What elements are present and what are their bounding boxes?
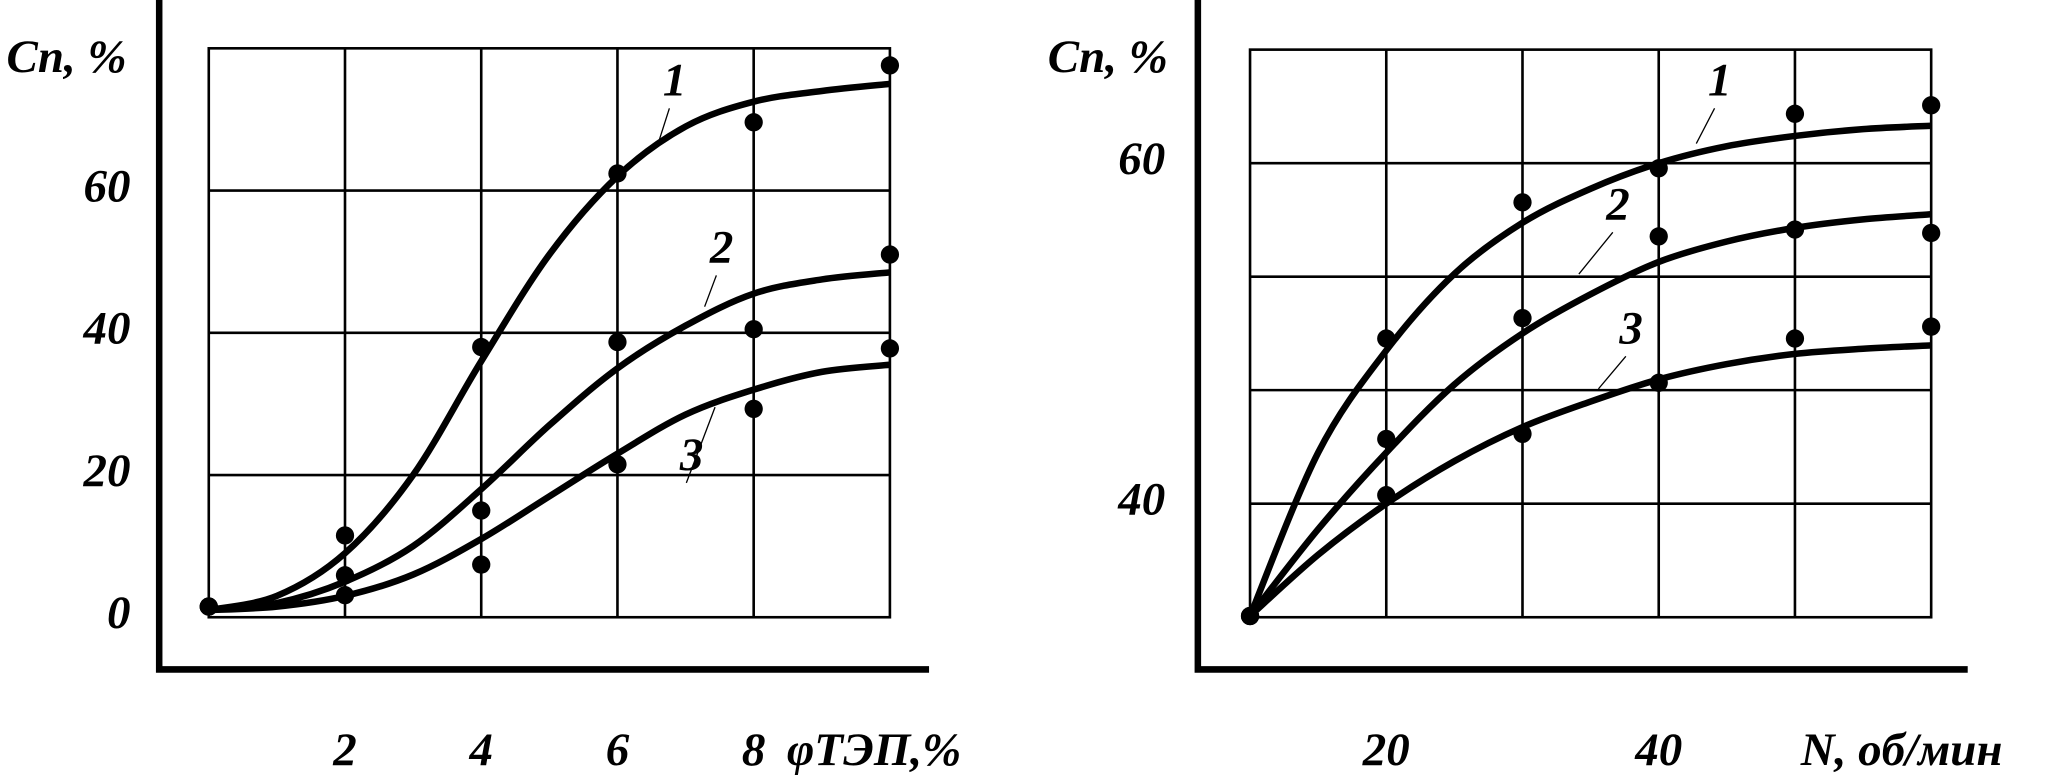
label-leader — [1695, 108, 1716, 144]
x-tick-label: 20 — [1362, 724, 1410, 776]
label-leader — [704, 275, 717, 307]
axis-frame — [155, 0, 930, 673]
fit-curve — [208, 269, 891, 614]
data-point — [1649, 227, 1668, 246]
data-point — [880, 339, 900, 358]
series-label: 2 — [1605, 179, 1629, 231]
x-axis-label: φТЭП,% — [787, 724, 961, 776]
data-point — [744, 113, 763, 132]
data-point — [472, 337, 491, 357]
label-leader — [685, 406, 716, 484]
fit-curve — [1247, 122, 1932, 618]
series-label: 1 — [1708, 55, 1731, 107]
y-axis-label: Cп, % — [7, 31, 127, 83]
data-point — [880, 245, 900, 264]
x-tick-label: 2 — [332, 724, 356, 776]
data-point — [199, 597, 218, 616]
data-point — [744, 320, 763, 339]
y-tick-label: 60 — [84, 160, 131, 212]
x-axis-label: N, об/мин — [1800, 724, 2003, 776]
series-label: 1 — [663, 55, 686, 107]
data-point — [1649, 373, 1668, 392]
fit-curve — [208, 361, 891, 614]
data-point — [1649, 159, 1668, 178]
x-tick-label: 4 — [468, 724, 492, 776]
data-point — [1922, 317, 1941, 336]
fit-curve — [1247, 342, 1932, 619]
data-point — [608, 455, 627, 474]
data-point — [1377, 429, 1396, 449]
series-label: 2 — [709, 222, 733, 274]
y-tick-label: 0 — [107, 587, 130, 639]
label-leader — [658, 108, 671, 142]
data-point — [335, 566, 355, 585]
y-tick-label: 20 — [83, 445, 131, 497]
data-point — [1922, 96, 1941, 115]
data-point — [1785, 329, 1805, 348]
data-point — [472, 501, 491, 520]
data-point — [1513, 424, 1532, 444]
data-point — [335, 526, 355, 545]
x-tick-label: 6 — [606, 724, 630, 776]
fit-curve — [208, 80, 891, 614]
x-tick-label: 8 — [742, 724, 765, 776]
series-label: 3 — [1618, 303, 1642, 355]
data-point — [1922, 223, 1941, 243]
data-point — [1513, 308, 1532, 328]
label-leader — [1597, 355, 1627, 390]
x-tick-label: 40 — [1634, 724, 1682, 776]
axis-frame — [1194, 0, 1968, 673]
data-point — [608, 164, 627, 183]
data-point — [1785, 104, 1805, 123]
label-leader — [1578, 231, 1614, 275]
data-point — [335, 586, 355, 605]
fit-curve — [1247, 211, 1932, 619]
data-point — [1513, 193, 1532, 212]
data-point — [744, 399, 763, 419]
data-point — [472, 555, 491, 574]
data-point — [880, 56, 900, 75]
y-tick-label: 60 — [1118, 133, 1165, 185]
data-point — [1377, 329, 1396, 348]
data-point — [608, 332, 627, 352]
y-tick-label: 40 — [1117, 473, 1165, 525]
data-point — [1377, 486, 1396, 505]
data-point — [1240, 606, 1260, 626]
series-label: 3 — [679, 429, 703, 481]
y-tick-label: 40 — [83, 303, 131, 355]
data-point — [1785, 220, 1805, 239]
y-axis-label: Cп, % — [1048, 31, 1168, 83]
